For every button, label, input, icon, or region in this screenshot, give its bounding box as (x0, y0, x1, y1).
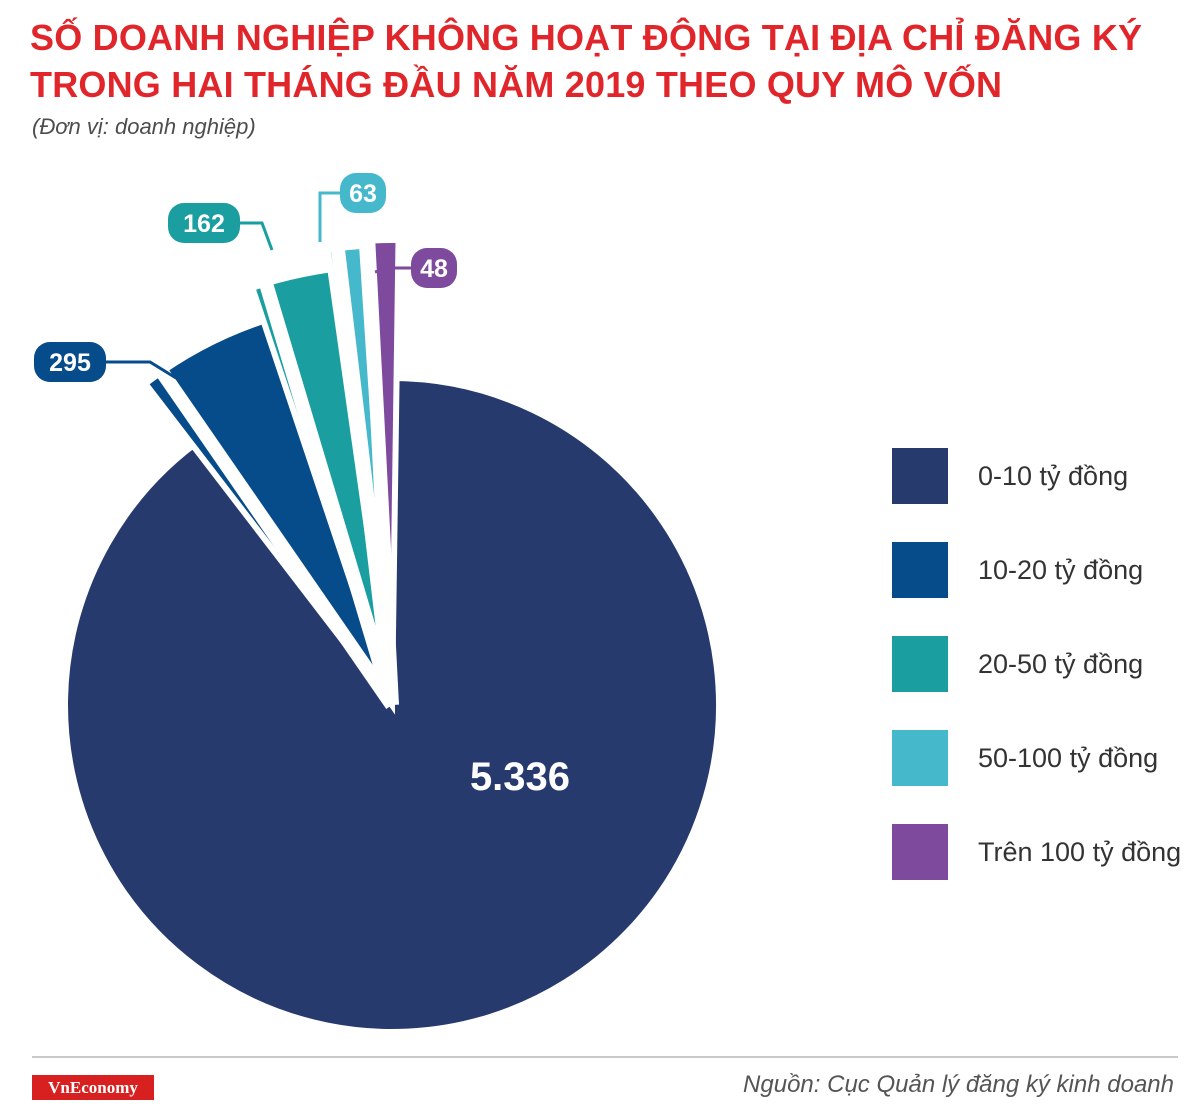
leader-line-4 (318, 191, 340, 242)
legend-item-1: 0-10 tỷ đồng (892, 448, 1192, 504)
data-label-5: 48 (420, 255, 448, 283)
source-note: Nguồn: Cục Quản lý đăng ký kinh doanh (743, 1071, 1174, 1098)
legend-swatch (892, 824, 948, 880)
data-label-2: 295 (49, 349, 91, 377)
leader-line-2 (106, 360, 177, 380)
legend-item-3: 20-50 tỷ đồng (892, 636, 1192, 692)
legend-swatch (892, 542, 948, 598)
legend-label: 50-100 tỷ đồng (978, 743, 1159, 773)
chart-title-line-1: SỐ DOANH NGHIỆP KHÔNG HOẠT ĐỘNG TẠI ĐỊA … (30, 17, 1143, 58)
legend-swatch (892, 730, 948, 786)
leader-line-3 (240, 221, 274, 251)
legend-item-2: 10-20 tỷ đồng (892, 542, 1192, 598)
slice-gap-4 (360, 225, 399, 706)
data-label-bubble-2 (34, 342, 106, 382)
data-label-bubble-5 (411, 248, 457, 288)
legend-swatch (892, 636, 948, 692)
data-label-4: 63 (349, 180, 377, 208)
data-label-bubble-3 (168, 203, 240, 243)
slice-gap-1 (113, 306, 398, 709)
chart-unit: (Đơn vị: doanh nghiệp) (32, 114, 256, 139)
legend-swatch (892, 448, 948, 504)
legend-item-4: 50-100 tỷ đồng (892, 730, 1192, 786)
chart-title-line-2: TRONG HAI THÁNG ĐẦU NĂM 2019 THEO QUY MÔ… (30, 64, 1003, 105)
footer-divider (32, 1056, 1178, 1058)
legend-label: 0-10 tỷ đồng (978, 461, 1129, 491)
brand-logo: VnEconomy (32, 1075, 154, 1100)
data-label-1: 5.336 (470, 755, 570, 799)
leader-line-5 (374, 266, 411, 274)
data-label-3: 162 (183, 210, 225, 238)
legend-item-5: Trên 100 tỷ đồng (892, 824, 1192, 880)
chart-title: SỐ DOANH NGHIỆP KHÔNG HOẠT ĐỘNG TẠI ĐỊA … (30, 14, 1180, 108)
legend-label: 10-20 tỷ đồng (978, 555, 1144, 585)
slice-gap-2 (247, 243, 399, 708)
pie-slice-1 (62, 374, 722, 1035)
legend-label: 20-50 tỷ đồng (978, 649, 1144, 679)
legend-label: Trên 100 tỷ đồng (978, 837, 1182, 867)
data-label-bubble-4 (340, 173, 386, 213)
